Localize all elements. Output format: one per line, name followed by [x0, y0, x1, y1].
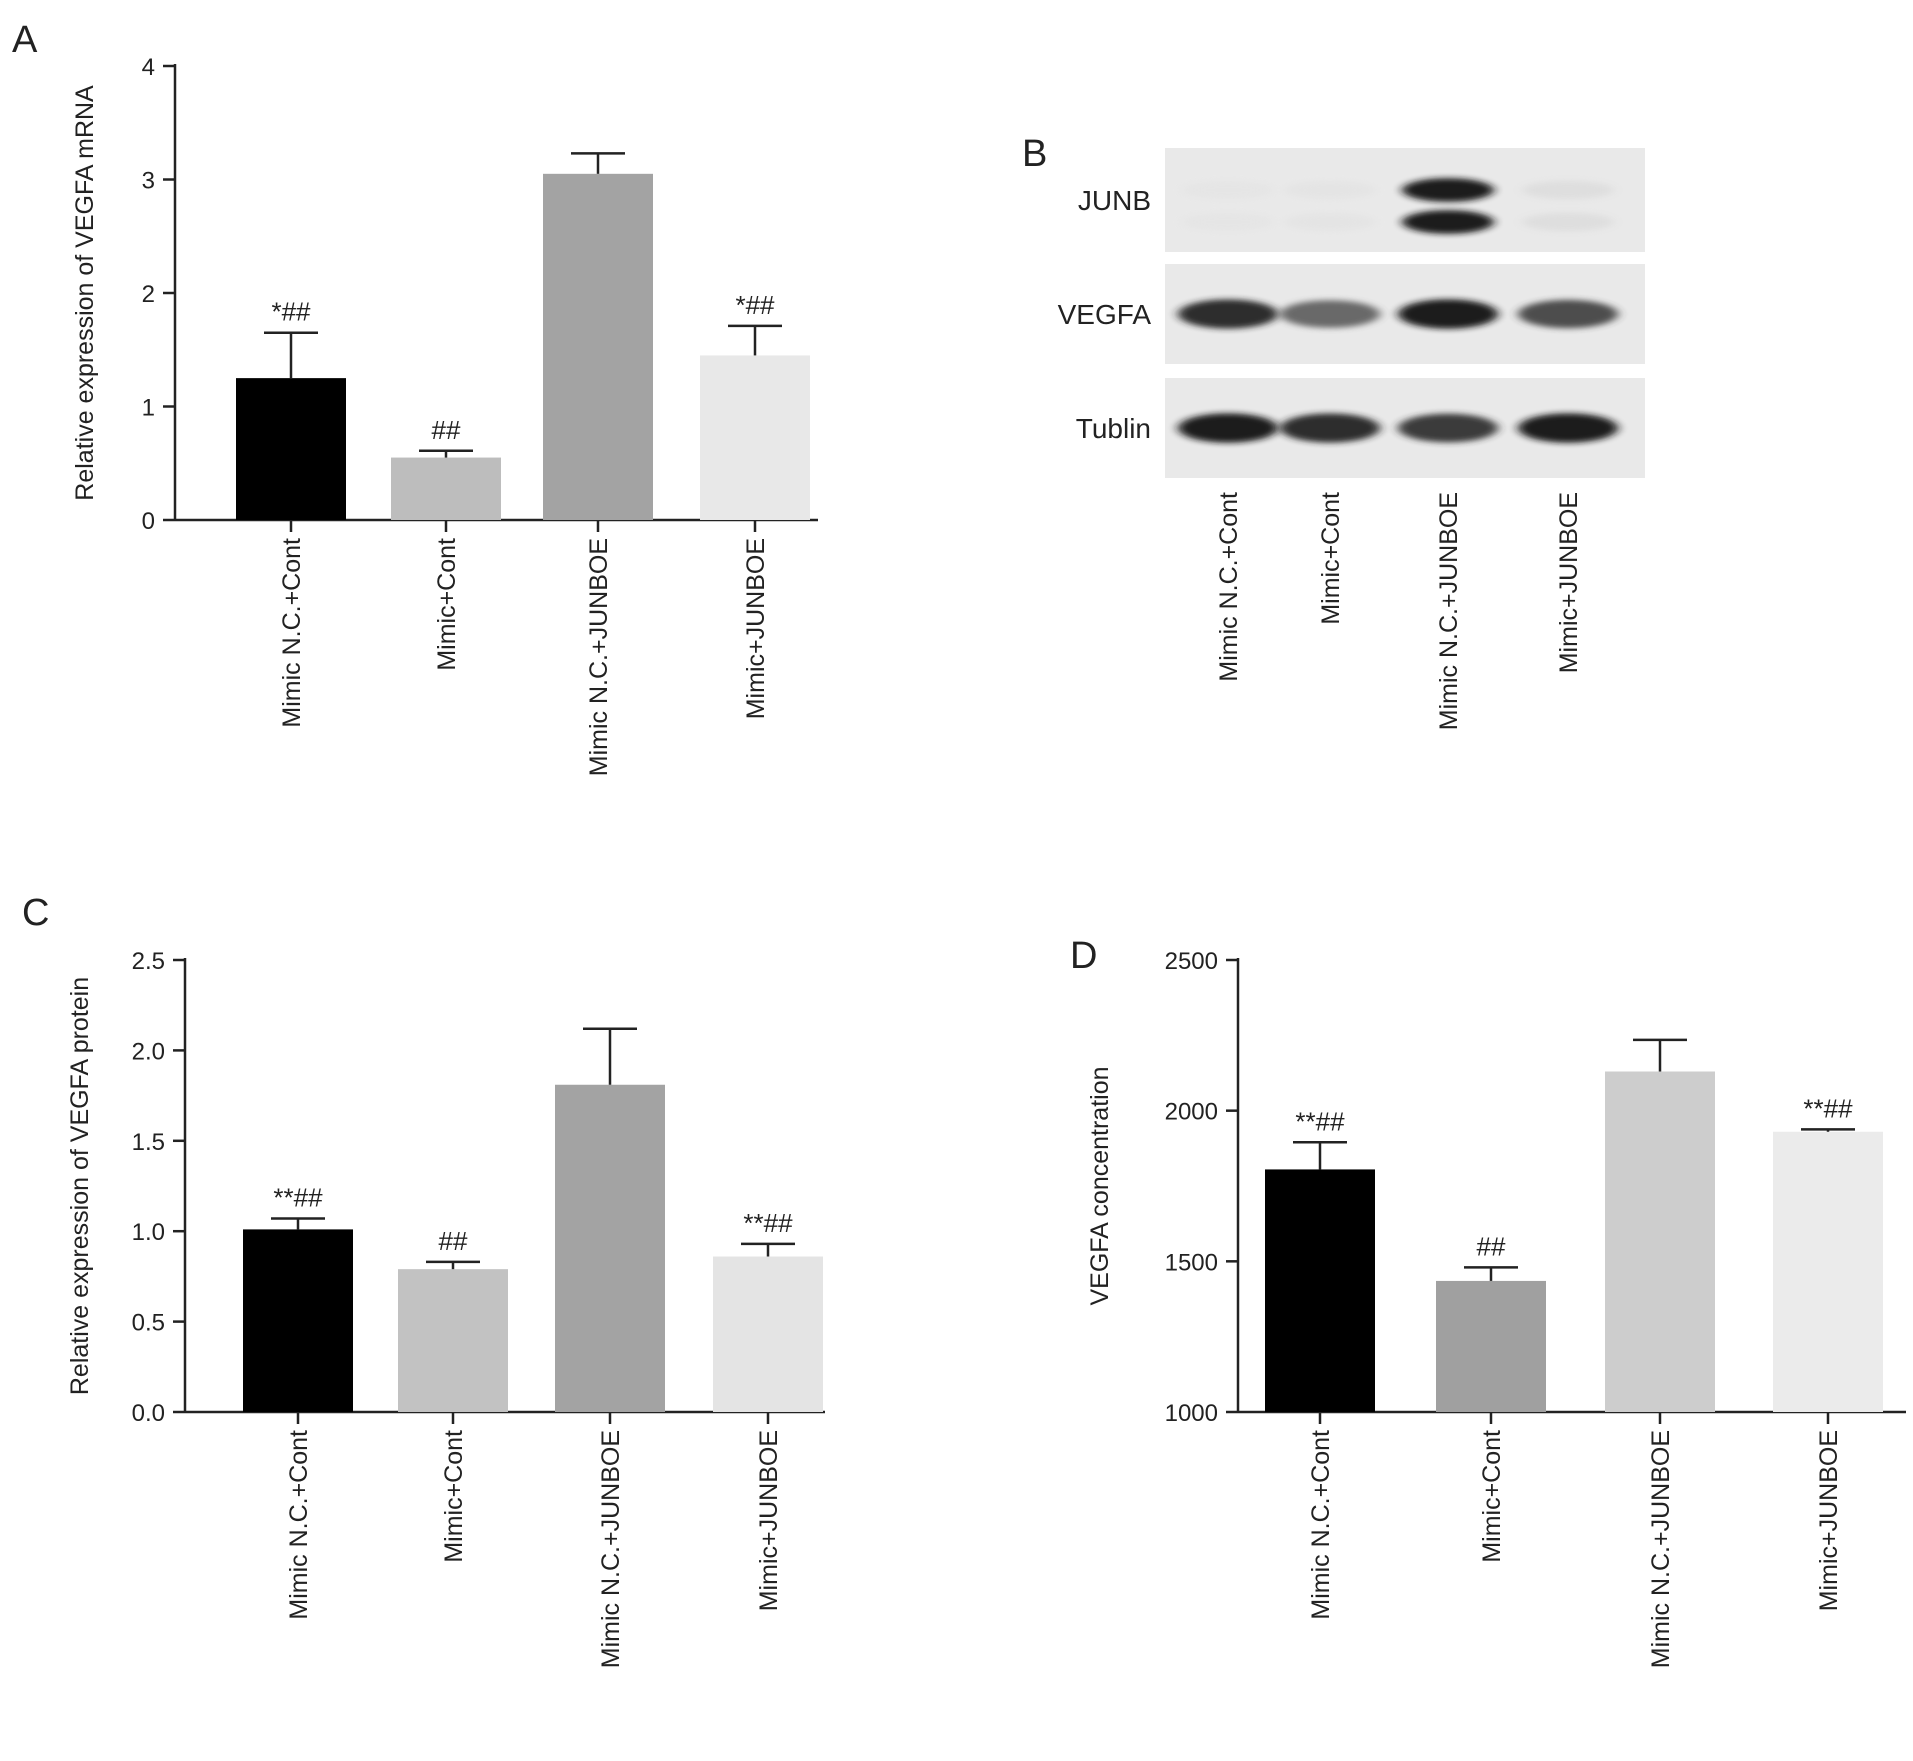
chart-c-category-label: Mimic N.C.+Cont [285, 1430, 313, 1620]
chart-c-vegfa-protein: 0.0 0.5 1.0 1.5 2.0 2.5 Relative expression of… [66, 948, 825, 1668]
chart-a-vegfa-mrna: 0 1 2 3 4 Relative expression of VEGFA mRNA *#… [71, 54, 818, 776]
chart-a-category-label: Mimic N.C.+Cont [278, 538, 306, 728]
chart-c-y-tick-label: 1.0 [132, 1219, 165, 1246]
blot-band-junb [1182, 212, 1274, 232]
chart-d-significance-label: **## [1295, 1106, 1345, 1136]
chart-d-category-label: Mimic N.C.+Cont [1307, 1430, 1335, 1620]
chart-a-significance-label: *## [271, 297, 311, 327]
chart-d-vegfa-concentration: 1000 1500 2000 2500 VEGFA concentration **## M… [1086, 948, 1906, 1668]
chart-c-y-axis-label: Relative expression of VEGFA protein [66, 977, 94, 1395]
chart-d-bar [1436, 1280, 1546, 1412]
chart-c-bar [555, 1084, 665, 1412]
chart-a-y-tick-label: 2 [142, 281, 155, 308]
blot-lane-label: Mimic N.C.+JUNBOE [1435, 492, 1463, 730]
chart-d-significance-label: **## [1803, 1093, 1853, 1123]
blot-band-junb [1402, 210, 1494, 234]
chart-c-category-label: Mimic+JUNBOE [755, 1430, 783, 1611]
chart-c-category-label: Mimic N.C.+JUNBOE [597, 1430, 625, 1668]
chart-c-y-tick-label: 0.0 [132, 1400, 165, 1427]
blot-band-junb [1284, 212, 1376, 232]
chart-a-y-tick-label: 4 [142, 54, 155, 81]
chart-a-bar [700, 355, 810, 520]
chart-d-category-label: Mimic N.C.+JUNBOE [1647, 1430, 1675, 1668]
chart-d-category-label: Mimic+Cont [1478, 1430, 1506, 1563]
blot-row-label-vegfa: VEGFA [1058, 299, 1152, 330]
blot-band-vegfa [1398, 299, 1498, 329]
chart-c-significance-label: **## [273, 1183, 323, 1213]
chart-a-category-label: Mimic N.C.+JUNBOE [585, 538, 613, 776]
blot-row-label-junb: JUNB [1078, 185, 1151, 216]
blot-lane-label: Mimic N.C.+Cont [1215, 492, 1243, 682]
blot-band-junb [1182, 180, 1274, 200]
blot-band-junb [1522, 180, 1614, 200]
chart-a-bar [543, 173, 653, 520]
blot-band-tublin [1398, 413, 1498, 443]
blot-band-vegfa [1178, 299, 1278, 329]
panel-label-a: A [12, 19, 38, 61]
blot-lane-label: Mimic+JUNBOE [1555, 492, 1583, 673]
chart-c-category-label: Mimic+Cont [440, 1430, 468, 1563]
chart-c-significance-label: **## [743, 1208, 793, 1238]
chart-c-y-tick-label: 1.5 [132, 1129, 165, 1156]
chart-c-y-tick-label: 2.0 [132, 1038, 165, 1065]
western-blot: JUNB VEGFA Tublin Mimic N.C.+Cont Mimic+Cont… [1058, 148, 1645, 730]
chart-a-category-label: Mimic+Cont [433, 538, 461, 671]
chart-a-category-label: Mimic+JUNBOE [742, 538, 770, 719]
blot-band-junb [1402, 178, 1494, 202]
chart-a-y-tick-label: 1 [142, 395, 155, 422]
blot-band-tublin [1280, 413, 1380, 443]
panel-label-b: B [1022, 133, 1047, 175]
blot-band-vegfa [1518, 299, 1618, 329]
chart-d-bar [1773, 1131, 1883, 1412]
chart-c-bar [243, 1229, 353, 1412]
chart-d-significance-label: ## [1477, 1231, 1506, 1261]
chart-d-category-label: Mimic+JUNBOE [1815, 1430, 1843, 1611]
blot-band-tublin [1518, 413, 1618, 443]
blot-band-junb [1284, 180, 1376, 200]
chart-d-y-tick-label: 2500 [1165, 948, 1218, 975]
blot-band-junb [1522, 212, 1614, 232]
chart-d-bar [1265, 1169, 1375, 1412]
chart-c-bar [398, 1269, 508, 1412]
chart-a-y-tick-label: 3 [142, 168, 155, 195]
chart-d-y-tick-label: 2000 [1165, 1099, 1218, 1126]
blot-lane-label: Mimic+Cont [1317, 492, 1345, 625]
chart-a-bar [236, 378, 346, 520]
chart-c-y-tick-label: 2.5 [132, 948, 165, 975]
panel-label-c: C [22, 892, 49, 934]
chart-a-significance-label: ## [432, 415, 461, 445]
chart-d-y-tick-label: 1000 [1165, 1400, 1218, 1427]
chart-d-y-tick-label: 1500 [1165, 1249, 1218, 1276]
chart-d-bar [1605, 1071, 1715, 1412]
chart-c-bar [713, 1256, 823, 1412]
chart-d-y-axis-label: VEGFA concentration [1086, 1066, 1114, 1305]
blot-band-vegfa [1280, 300, 1380, 328]
blot-strip-junb [1165, 148, 1645, 252]
chart-a-y-axis-label: Relative expression of VEGFA mRNA [71, 85, 99, 501]
blot-band-tublin [1178, 413, 1278, 443]
blot-row-label-tublin: Tublin [1076, 413, 1151, 444]
chart-a-significance-label: *## [735, 290, 775, 320]
chart-c-y-tick-label: 0.5 [132, 1310, 165, 1337]
panel-label-d: D [1070, 935, 1097, 977]
chart-a-y-tick-label: 0 [142, 508, 155, 535]
chart-a-bar [391, 457, 501, 520]
chart-c-significance-label: ## [439, 1226, 468, 1256]
